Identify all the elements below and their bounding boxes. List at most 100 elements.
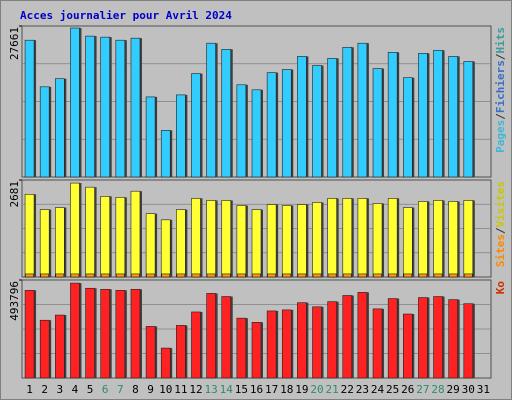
bar [206,273,216,278]
chart-title: Acces journalier pour Avril 2024 [20,9,232,22]
bar [176,273,186,278]
x-tick-label: 30 [462,383,475,396]
bar [464,273,473,278]
bar [418,53,428,178]
bar [40,273,49,278]
bar [281,205,292,278]
bar [251,321,262,379]
bar [191,198,201,278]
bar [357,42,368,178]
legend-item: / [494,113,507,120]
bar [130,288,141,379]
bar [373,273,382,278]
bar [342,46,353,178]
bar [312,65,322,178]
x-tick-label: 29 [447,383,460,396]
bar [281,309,292,379]
x-tick-label: 16 [250,383,263,396]
legend: Sites/Visites [494,181,507,267]
x-tick-label: 18 [280,383,293,396]
bar [116,273,125,278]
bar [402,313,413,379]
bar [146,273,155,278]
bar [448,56,458,178]
x-tick-label: 11 [174,383,187,396]
bar [312,306,322,379]
bar [327,198,337,278]
legend-item: Fichiers [494,60,507,113]
bar [433,296,443,379]
bar [24,193,35,278]
bar [297,302,307,379]
bar [100,196,111,278]
bar [221,273,231,278]
bar [372,68,383,178]
bar [85,287,95,379]
x-tick-label: 9 [147,383,154,396]
bar [24,290,35,379]
bar [176,325,186,379]
bar [266,204,277,278]
x-tick-label: 3 [57,383,64,396]
bar [191,73,201,178]
bar [55,207,65,278]
x-tick-label: 23 [356,383,369,396]
bar [160,219,171,278]
x-tick-label: 7 [117,383,124,396]
bar [388,273,397,278]
bar [39,319,50,379]
bar [387,298,398,379]
bar [85,186,95,278]
bar [387,198,398,278]
x-tick-label: 17 [265,383,278,396]
x-tick-label: 1 [26,383,33,396]
x-tick-label: 4 [72,383,79,396]
bar [236,205,247,278]
y-tick-label: 2681 [8,181,21,208]
bar [85,35,95,178]
bar [267,273,276,278]
bar [100,273,110,278]
bar [327,58,337,178]
bar [176,209,186,278]
x-tick-label: 25 [386,383,399,396]
bar [448,273,458,278]
legend-item: / [494,53,507,60]
bar [221,296,232,379]
bar [191,311,201,379]
x-tick-label: 27 [416,383,429,396]
bar [130,190,141,278]
bar [251,209,262,278]
bar [221,200,232,278]
bar [161,273,171,278]
x-tick-label: 2 [41,383,48,396]
x-tick-label: 26 [401,383,414,396]
bar [342,295,353,379]
bar [433,273,443,278]
bar [448,299,458,379]
bar [70,282,80,379]
bar [372,308,383,379]
bar [206,200,216,278]
bar [130,37,141,178]
bar [402,207,413,278]
x-tick-label: 28 [431,383,444,396]
bar [463,61,474,178]
bar [70,273,80,278]
x-tick-label: 13 [204,383,217,396]
bar [418,297,428,379]
bar [342,273,352,278]
bar [236,317,247,379]
legend-item: Hits [494,27,507,54]
x-tick-label: 20 [310,383,323,396]
bar [357,198,368,278]
bar [342,198,353,278]
bar [372,203,383,278]
bar [297,204,307,278]
bar [402,77,413,178]
bar [358,273,367,278]
bar [100,288,111,379]
bar [327,301,337,379]
bar [387,52,398,178]
